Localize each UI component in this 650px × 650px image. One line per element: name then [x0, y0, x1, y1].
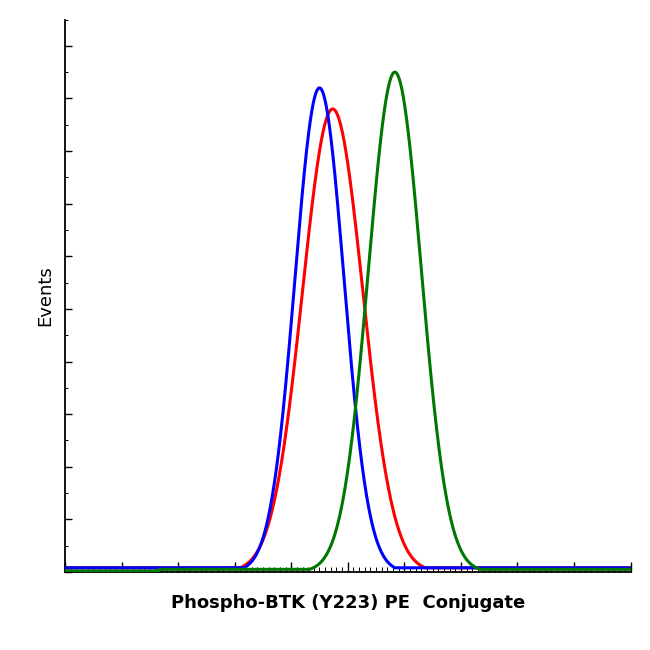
- X-axis label: Phospho-BTK (Y223) PE  Conjugate: Phospho-BTK (Y223) PE Conjugate: [170, 593, 525, 612]
- Y-axis label: Events: Events: [36, 265, 55, 326]
